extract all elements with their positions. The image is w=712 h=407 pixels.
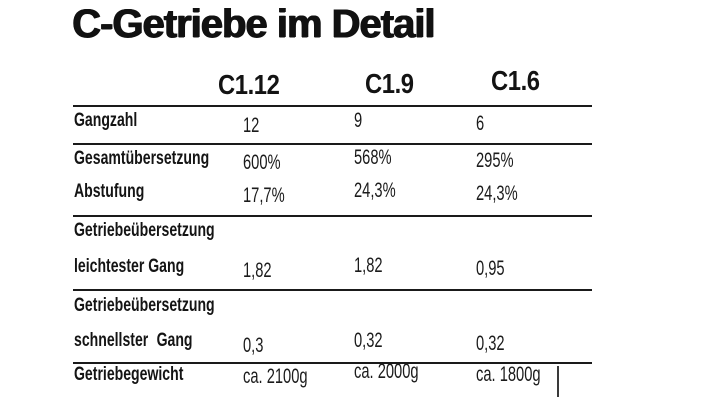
column-header-c1-12[interactable]: C1.12 (218, 69, 280, 100)
row-label-getriebegewicht[interactable]: Getriebegewicht (74, 364, 184, 385)
table-rule (73, 215, 592, 217)
cell-getriebegewicht-c1-6[interactable]: ca. 1800g (476, 363, 541, 386)
table-rule (73, 105, 592, 107)
cell-gangzahl-c1-6[interactable]: 6 (476, 112, 485, 135)
cell-leichtester-gang-c1-12[interactable]: 1,82 (243, 259, 272, 282)
cell-schnellster-gang-c1-9[interactable]: 0,32 (354, 329, 383, 352)
cell-abstufung-c1-6[interactable]: 24,3% (476, 182, 518, 205)
column-header-c1-6[interactable]: C1.6 (491, 65, 540, 96)
cell-schnellster-gang-c1-6[interactable]: 0,32 (476, 332, 505, 355)
cell-getriebegewicht-c1-12[interactable]: ca. 2100g (243, 365, 308, 388)
row-label-gesamtuebersetzung[interactable]: Gesamtübersetzung (74, 148, 210, 169)
cell-abstufung-c1-9[interactable]: 24,3% (354, 179, 396, 202)
cell-leichtester-gang-c1-6[interactable]: 0,95 (476, 257, 505, 280)
page-title[interactable]: C-Getriebe im Detail (72, 2, 435, 46)
cell-leichtester-gang-c1-9[interactable]: 1,82 (354, 254, 383, 277)
cell-gangzahl-c1-9[interactable]: 9 (354, 109, 363, 132)
cell-getriebegewicht-c1-9[interactable]: ca. 2000g (354, 360, 419, 383)
cell-schnellster-gang-c1-12[interactable]: 0,3 (243, 334, 264, 357)
cell-abstufung-c1-12[interactable]: 17,7% (243, 184, 285, 207)
row-label-gangzahl[interactable]: Gangzahl (74, 110, 138, 131)
cell-gesamtuebersetzung-c1-12[interactable]: 600% (243, 151, 281, 174)
table-rule (73, 143, 592, 145)
row-label-getriebeuebersetzung-leichtester-line2[interactable]: leichtester Gang (74, 256, 185, 277)
table-rule (73, 362, 592, 364)
row-label-getriebeuebersetzung-schnellster-line2[interactable]: schnellster Gang (74, 330, 193, 351)
table-rule (73, 289, 592, 291)
row-label-getriebeuebersetzung-schnellster-line1[interactable]: Getriebeübersetzung (74, 295, 215, 316)
row-label-getriebeuebersetzung-leichtester-line1[interactable]: Getriebeübersetzung (74, 220, 215, 241)
cell-gesamtuebersetzung-c1-9[interactable]: 568% (354, 146, 392, 169)
row-label-abstufung[interactable]: Abstufung (74, 181, 145, 202)
text-cursor (557, 366, 559, 397)
cell-gangzahl-c1-12[interactable]: 12 (243, 114, 260, 137)
column-header-c1-9[interactable]: C1.9 (365, 68, 414, 99)
cell-gesamtuebersetzung-c1-6[interactable]: 295% (476, 149, 514, 172)
